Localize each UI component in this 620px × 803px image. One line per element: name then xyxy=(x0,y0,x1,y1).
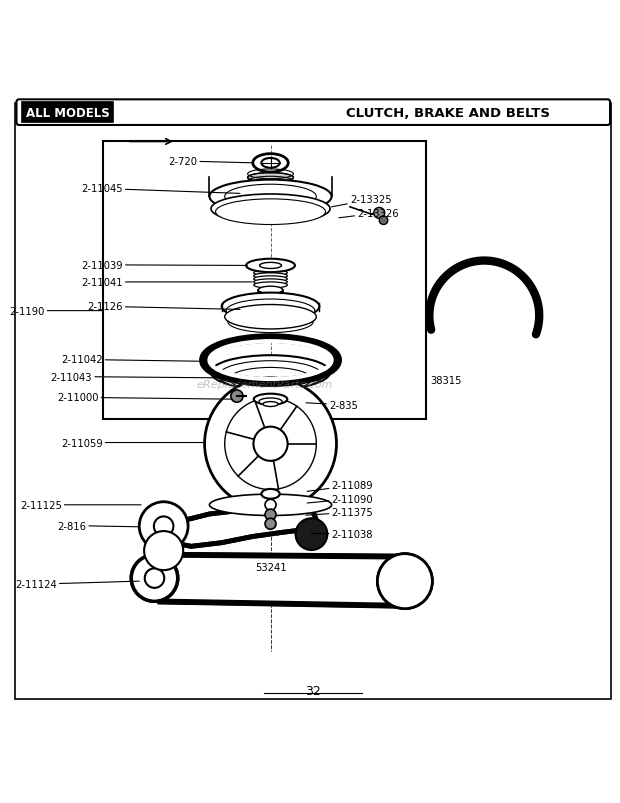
Text: eReplacementParts.com: eReplacementParts.com xyxy=(197,380,332,389)
Ellipse shape xyxy=(259,287,283,294)
Ellipse shape xyxy=(254,276,287,283)
Ellipse shape xyxy=(222,293,319,320)
Circle shape xyxy=(296,519,327,550)
Ellipse shape xyxy=(210,495,332,516)
Circle shape xyxy=(265,499,276,511)
Circle shape xyxy=(379,217,388,225)
Text: 2-11039: 2-11039 xyxy=(81,260,247,271)
Text: 2-11090: 2-11090 xyxy=(307,494,373,504)
Circle shape xyxy=(378,554,432,609)
Text: 2-11045: 2-11045 xyxy=(81,184,240,194)
Text: 2-11000: 2-11000 xyxy=(57,393,232,403)
Text: 2-11042: 2-11042 xyxy=(61,355,205,365)
Text: 2-11038: 2-11038 xyxy=(311,529,373,539)
Ellipse shape xyxy=(246,259,295,273)
Circle shape xyxy=(154,517,174,536)
Text: 2-816: 2-816 xyxy=(57,521,140,531)
Text: 2-1190: 2-1190 xyxy=(9,306,102,316)
Text: 2-11375: 2-11375 xyxy=(306,507,373,517)
Text: 2-720: 2-720 xyxy=(168,157,254,167)
Circle shape xyxy=(378,554,432,609)
Circle shape xyxy=(254,427,288,461)
Circle shape xyxy=(392,569,417,593)
Ellipse shape xyxy=(263,402,278,407)
Text: 38315: 38315 xyxy=(431,375,462,385)
Circle shape xyxy=(140,502,188,551)
Text: 53241: 53241 xyxy=(255,562,286,573)
Text: 2-11089: 2-11089 xyxy=(307,481,373,491)
Circle shape xyxy=(224,398,316,490)
Circle shape xyxy=(131,555,178,601)
Polygon shape xyxy=(164,500,316,547)
Ellipse shape xyxy=(226,300,315,323)
Ellipse shape xyxy=(216,200,326,225)
Text: ALL MODELS: ALL MODELS xyxy=(26,107,110,120)
Ellipse shape xyxy=(219,361,322,390)
Text: 2-13326: 2-13326 xyxy=(339,209,399,218)
Text: 2-11124: 2-11124 xyxy=(15,580,140,589)
Circle shape xyxy=(265,519,276,530)
Circle shape xyxy=(265,509,276,520)
FancyBboxPatch shape xyxy=(17,100,610,126)
Ellipse shape xyxy=(210,181,332,214)
Ellipse shape xyxy=(211,195,330,224)
Circle shape xyxy=(144,569,164,588)
Ellipse shape xyxy=(254,273,287,279)
Text: 2-835: 2-835 xyxy=(306,400,358,410)
Ellipse shape xyxy=(254,394,287,406)
Text: CLUTCH, BRAKE AND BELTS: CLUTCH, BRAKE AND BELTS xyxy=(345,107,549,120)
Ellipse shape xyxy=(228,312,313,333)
Ellipse shape xyxy=(254,279,287,286)
Text: 2-11043: 2-11043 xyxy=(51,372,216,382)
Circle shape xyxy=(144,569,164,588)
Text: 2-13325: 2-13325 xyxy=(332,195,392,207)
Ellipse shape xyxy=(254,283,287,288)
Ellipse shape xyxy=(262,489,280,499)
Bar xyxy=(102,142,426,420)
Ellipse shape xyxy=(254,271,287,276)
Text: 32: 32 xyxy=(306,684,321,697)
Ellipse shape xyxy=(247,173,293,183)
Text: 2-11041: 2-11041 xyxy=(81,278,252,287)
Polygon shape xyxy=(157,555,400,605)
Ellipse shape xyxy=(224,185,316,210)
Circle shape xyxy=(374,208,385,219)
Circle shape xyxy=(144,532,183,570)
FancyBboxPatch shape xyxy=(22,104,113,123)
Ellipse shape xyxy=(224,305,316,329)
Ellipse shape xyxy=(260,263,281,269)
Text: 2-1126: 2-1126 xyxy=(87,302,240,312)
Text: 2-11125: 2-11125 xyxy=(20,500,141,510)
Circle shape xyxy=(131,555,178,601)
Ellipse shape xyxy=(259,398,282,406)
Text: 2-11059: 2-11059 xyxy=(61,438,205,448)
Ellipse shape xyxy=(229,368,312,391)
Circle shape xyxy=(205,378,337,510)
Ellipse shape xyxy=(211,356,330,390)
Circle shape xyxy=(231,390,243,403)
